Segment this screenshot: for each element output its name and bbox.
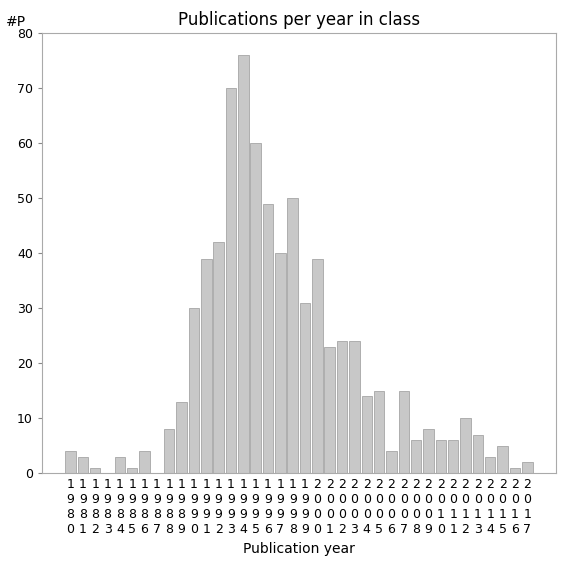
Bar <box>127 468 137 473</box>
Bar <box>164 429 175 473</box>
Bar <box>399 391 409 473</box>
Bar <box>386 451 397 473</box>
Bar <box>115 457 125 473</box>
Bar <box>510 468 520 473</box>
Bar <box>522 463 532 473</box>
Bar <box>201 259 211 473</box>
Bar <box>65 451 76 473</box>
Bar <box>435 441 446 473</box>
Bar <box>324 347 335 473</box>
Bar <box>497 446 508 473</box>
Bar <box>238 56 248 473</box>
Bar <box>312 259 323 473</box>
Bar <box>139 451 150 473</box>
Bar <box>448 441 459 473</box>
Bar <box>300 303 310 473</box>
Bar <box>263 204 273 473</box>
Bar <box>374 391 384 473</box>
Bar <box>423 429 434 473</box>
Bar <box>176 402 187 473</box>
Bar <box>349 341 359 473</box>
Bar <box>78 457 88 473</box>
Bar <box>90 468 100 473</box>
Bar <box>226 88 236 473</box>
Bar <box>337 341 348 473</box>
Title: Publications per year in class: Publications per year in class <box>178 11 420 29</box>
Bar <box>411 441 421 473</box>
Bar <box>189 308 199 473</box>
Bar <box>275 253 286 473</box>
Bar <box>460 418 471 473</box>
Bar <box>213 243 224 473</box>
Text: #P: #P <box>6 15 26 29</box>
Bar <box>287 198 298 473</box>
Bar <box>485 457 496 473</box>
X-axis label: Publication year: Publication year <box>243 542 355 556</box>
Bar <box>362 396 372 473</box>
Bar <box>473 435 483 473</box>
Bar <box>251 143 261 473</box>
